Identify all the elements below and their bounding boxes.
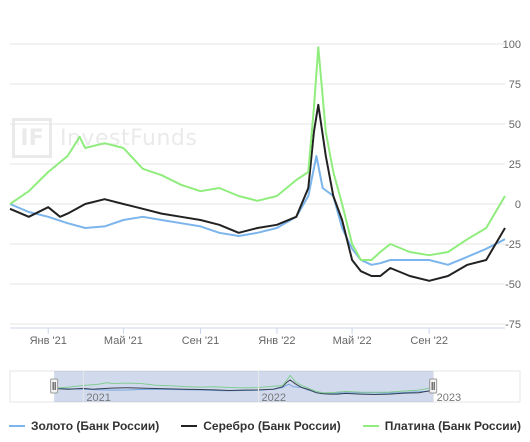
legend-item[interactable]: Золото (Банк России) — [8, 419, 160, 433]
navigator-series-line — [54, 374, 434, 394]
navigator-handle[interactable] — [50, 378, 59, 394]
navigator-year-label: 2021 — [86, 392, 110, 404]
legend-item[interactable]: Платина (Банк России) — [362, 419, 522, 433]
legend-label: Серебро (Банк России) — [203, 419, 341, 433]
x-tick-label: Янв '21 — [30, 335, 67, 345]
x-tick-label: Май '21 — [104, 335, 143, 345]
legend-swatch — [181, 425, 198, 427]
y-tick-label: 100 — [503, 39, 521, 51]
legend-label: Платина (Банк России) — [384, 419, 522, 433]
y-tick-label: 0 — [515, 199, 521, 211]
navigator-year-label: 2023 — [437, 392, 461, 404]
legend-label: Золото (Банк России) — [30, 419, 160, 433]
legend-swatch — [362, 425, 379, 427]
navigator-year-label: 2022 — [262, 392, 286, 404]
navigator-range-mask[interactable] — [54, 371, 434, 402]
price-change-chart: 100 75 50 25 0 -25 -50 -75 Янв '21 Май '21 Сен '21… — [9, 39, 521, 345]
y-tick-label: -25 — [505, 239, 521, 251]
y-tick-label: 75 — [509, 79, 521, 91]
x-tick-label: Май '22 — [333, 335, 372, 345]
x-tick-label: Сен '21 — [182, 335, 220, 345]
navigator-series-line — [54, 383, 434, 394]
legend-swatch — [8, 425, 25, 427]
series-line[interactable] — [9, 46, 506, 261]
y-tick-label: -75 — [505, 319, 521, 331]
series-line[interactable] — [9, 155, 506, 266]
legend-item[interactable]: Серебро (Банк России) — [181, 419, 341, 433]
y-tick-label: 25 — [509, 159, 521, 171]
x-tick-label: Сен '22 — [410, 335, 448, 345]
y-tick-label: -50 — [505, 279, 521, 291]
navigator-handle[interactable] — [429, 378, 438, 394]
series-line[interactable] — [9, 103, 506, 282]
y-tick-label: 50 — [509, 119, 521, 131]
navigator-series-line — [54, 379, 434, 396]
x-tick-label: Янв '22 — [258, 335, 295, 345]
navigator-panel — [9, 370, 521, 403]
chart-legend: Золото (Банк России) Серебро (Банк России… — [0, 414, 530, 438]
